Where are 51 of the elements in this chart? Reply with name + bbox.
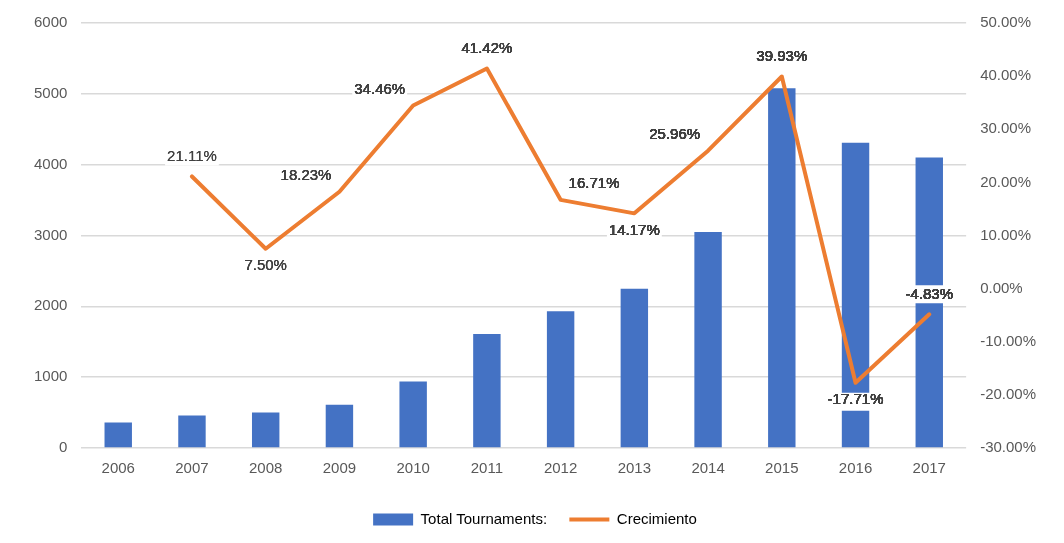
y2-tick-label: 30.00% xyxy=(980,119,1032,137)
bar xyxy=(768,88,796,448)
data-label: -4.83% xyxy=(905,284,954,302)
y2-tick-label: -20.00% xyxy=(980,385,1037,403)
data-label: 14.17% xyxy=(608,220,660,238)
data-label: 21.11% xyxy=(167,147,217,165)
data-label: 25.96% xyxy=(649,125,701,143)
y-tick-label: 4000 xyxy=(33,154,68,172)
data-label: 39.93% xyxy=(756,47,808,65)
x-tick-label: 2017 xyxy=(912,459,946,477)
data-label: 41.42% xyxy=(461,39,513,57)
bar xyxy=(325,404,354,448)
y2-tick-label: -30.00% xyxy=(980,438,1037,456)
legend-label: Crecimiento xyxy=(616,509,697,527)
bar xyxy=(251,412,280,448)
y2-tick-label: 10.00% xyxy=(980,225,1032,243)
y2-tick-label: -10.00% xyxy=(980,331,1037,349)
bar xyxy=(546,311,575,448)
data-label: 18.23% xyxy=(280,166,332,184)
x-tick-label: 2009 xyxy=(322,459,357,477)
y-tick-label: 6000 xyxy=(33,13,68,31)
y-tick-label: 1000 xyxy=(33,367,68,385)
x-tick-label: 2015 xyxy=(765,459,799,477)
y-tick-label: 3000 xyxy=(33,225,68,243)
x-tick-label: 2011 xyxy=(470,459,504,477)
x-tick-label: 2013 xyxy=(617,459,652,477)
bar xyxy=(178,415,206,448)
y-tick-label: 5000 xyxy=(33,83,68,101)
bar xyxy=(473,333,501,448)
data-label: -17.71% xyxy=(827,390,884,408)
y2-tick-label: 40.00% xyxy=(980,66,1032,84)
bar xyxy=(399,381,427,448)
y2-tick-label: 0.00% xyxy=(980,278,1023,296)
bar xyxy=(620,288,649,448)
y2-tick-label: 50.00% xyxy=(980,13,1032,31)
legend-label: Total Tournaments: xyxy=(420,509,548,527)
x-tick-label: 2012 xyxy=(543,459,578,477)
bar xyxy=(104,422,132,448)
data-label: 7.50% xyxy=(244,256,287,274)
x-tick-label: 2008 xyxy=(249,459,283,477)
y-tick-label: 2000 xyxy=(33,296,68,314)
x-tick-label: 2006 xyxy=(101,459,135,477)
x-tick-label: 2014 xyxy=(691,459,725,477)
bar xyxy=(694,231,722,448)
data-label: 16.71% xyxy=(568,174,620,192)
x-tick-label: 2007 xyxy=(175,459,209,477)
x-tick-label: 2010 xyxy=(396,459,430,477)
data-label: 34.46% xyxy=(354,80,406,98)
y-tick-label: 0 xyxy=(59,438,68,456)
y2-tick-label: 20.00% xyxy=(980,172,1032,190)
x-tick-label: 2016 xyxy=(838,459,873,477)
